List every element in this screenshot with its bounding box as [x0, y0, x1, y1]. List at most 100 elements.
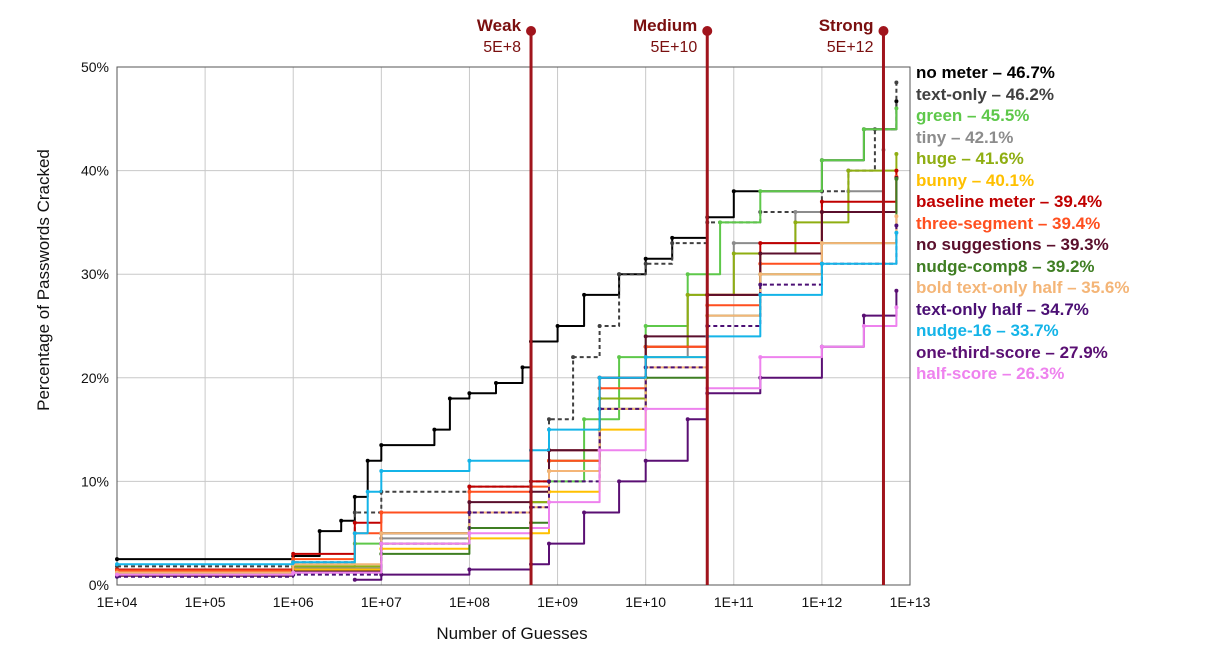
y-tick-label: 50%: [81, 59, 109, 75]
data-point: [643, 334, 648, 339]
data-point: [467, 489, 472, 494]
data-point: [894, 305, 899, 310]
threshold-marker: [526, 26, 537, 36]
data-point: [861, 127, 866, 132]
series-line-no-meter: [117, 101, 898, 561]
legend-item: bold text-only half – 35.6%: [916, 278, 1130, 297]
series-line-huge: [117, 154, 898, 572]
data-point: [758, 189, 763, 194]
data-point: [447, 396, 452, 401]
data-point: [115, 572, 119, 577]
y-axis-label: Percentage of Passwords Cracked: [34, 149, 53, 411]
legend-item: half-score – 26.3%: [916, 364, 1065, 383]
data-point: [819, 344, 824, 349]
legend-item: baseline meter – 39.4%: [916, 192, 1103, 211]
data-point: [432, 427, 437, 432]
data-point: [643, 406, 648, 411]
data-point: [819, 261, 824, 266]
legend-item: tiny – 42.1%: [916, 127, 1014, 147]
data-point: [894, 168, 899, 173]
data-point: [547, 417, 551, 422]
data-point: [617, 355, 622, 360]
data-point: [115, 562, 119, 567]
threshold-marker: [878, 26, 889, 36]
data-point: [894, 99, 899, 104]
data-point: [379, 531, 384, 536]
data-point: [643, 324, 648, 328]
data-point: [379, 541, 384, 546]
threshold-value-label: 5E+12: [827, 39, 874, 56]
data-point: [365, 489, 370, 494]
legend-item: nudge-16 – 33.7%: [916, 321, 1059, 340]
series-line-nudge-16: [117, 232, 898, 566]
data-point: [894, 80, 899, 85]
data-point: [793, 220, 798, 225]
threshold-value-label: 5E+10: [651, 39, 698, 56]
data-point: [643, 256, 648, 261]
data-point: [291, 570, 296, 575]
data-point: [758, 292, 763, 297]
data-point: [467, 510, 472, 515]
legend-item: nudge-comp8 – 39.2%: [916, 256, 1095, 276]
data-point: [291, 551, 296, 556]
data-point: [758, 241, 763, 246]
data-point: [670, 235, 675, 240]
series-line-half-score: [117, 307, 898, 576]
legend-item: no meter – 46.7%: [916, 63, 1055, 82]
data-point: [352, 577, 357, 582]
data-point: [467, 531, 472, 536]
data-point: [547, 469, 551, 473]
x-tick-label: 1E+10: [625, 594, 666, 610]
data-point: [582, 292, 587, 297]
data-point: [758, 251, 763, 256]
series-line-three-segment: [117, 176, 898, 572]
threshold-value-label: 5E+8: [483, 39, 521, 56]
data-point: [291, 560, 296, 565]
x-tick-label: 1E+12: [801, 594, 842, 610]
data-point: [352, 520, 357, 525]
x-tick-labels: 1E+04 1E+05 1E+06 1E+07 1E+08 1E+09 1E+10 1E+11…: [97, 594, 931, 610]
data-point: [731, 251, 736, 256]
y-tick-label: 30%: [81, 266, 109, 282]
data-point: [379, 469, 384, 473]
data-point: [894, 106, 899, 111]
data-point: [643, 458, 648, 463]
data-point: [731, 241, 736, 246]
data-point: [718, 220, 723, 225]
data-point: [379, 510, 384, 515]
data-point: [643, 261, 648, 266]
threshold-label: Strong: [819, 16, 874, 35]
legend-item: no suggestions – 39.3%: [916, 235, 1109, 254]
legend-item: one-third-score – 27.9%: [916, 342, 1108, 362]
x-tick-label: 1E+06: [273, 594, 314, 610]
legend-item: three-segment – 39.4%: [916, 213, 1101, 233]
threshold-markers: Weak 5E+8 Medium 5E+10 Strong 5E+12: [477, 16, 889, 585]
data-point: [758, 272, 763, 277]
data-point: [520, 365, 525, 370]
series-line-one-third-score: [354, 290, 898, 581]
legend-item: green – 45.5%: [916, 106, 1030, 125]
series-line-text-only: [117, 82, 898, 568]
x-tick-label: 1E+08: [449, 594, 490, 610]
data-point: [685, 292, 690, 297]
x-tick-label: 1E+09: [537, 594, 578, 610]
x-tick-label: 1E+07: [361, 594, 402, 610]
y-tick-label: 40%: [81, 163, 109, 179]
data-point: [597, 448, 602, 453]
data-point: [467, 484, 472, 489]
data-point: [670, 241, 675, 246]
data-point: [317, 529, 322, 534]
threshold-marker: [702, 26, 713, 36]
data-point: [597, 324, 602, 328]
data-point: [643, 355, 648, 360]
data-point: [793, 210, 798, 214]
x-tick-label: 1E+04: [97, 594, 138, 610]
y-tick-labels: 0% 10% 20% 30% 40% 50%: [81, 59, 109, 593]
x-tick-label: 1E+13: [890, 594, 931, 610]
data-point: [547, 479, 551, 484]
data-point: [547, 500, 551, 505]
data-point: [894, 176, 899, 181]
data-point: [467, 458, 472, 463]
data-point: [894, 214, 899, 219]
